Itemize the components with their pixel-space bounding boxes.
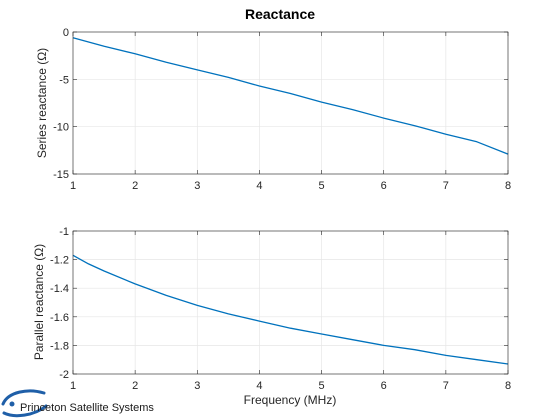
x-axis-label: Frequency (MHz) [244, 393, 337, 407]
x-tick-label: 4 [256, 180, 262, 192]
x-tick-label: 6 [381, 380, 387, 392]
x-tick-label: 6 [381, 180, 387, 192]
y-tick-label: -1.4 [50, 283, 69, 295]
x-tick-label: 2 [132, 380, 138, 392]
axes-background [73, 231, 508, 374]
x-tick-label: 1 [70, 380, 76, 392]
y-tick-label: -10 [53, 122, 69, 134]
series-reactance-axes: 1 2 3 4 5 6 7 8 0 -5 -10 -15 Reactance Series react… [35, 6, 511, 192]
chart-title: Reactance [245, 6, 315, 22]
y-tick-label: -1.8 [50, 340, 69, 352]
y-tick-label: -15 [53, 169, 69, 181]
x-tick-label: 5 [319, 380, 325, 392]
y-axis-label: Parallel reactance (Ω) [32, 244, 46, 360]
x-tick-label: 1 [70, 180, 76, 192]
x-tick-label: 3 [194, 380, 200, 392]
company-name: Princeton Satellite Systems [20, 402, 154, 414]
y-tick-label: -2 [59, 369, 69, 381]
x-tick-label: 5 [319, 180, 325, 192]
x-tick-label: 7 [443, 380, 449, 392]
x-tick-label: 4 [256, 380, 262, 392]
x-tick-label: 2 [132, 180, 138, 192]
x-tick-label: 7 [443, 180, 449, 192]
y-tick-label: 0 [63, 27, 69, 39]
y-axis-label: Series reactance (Ω) [35, 48, 49, 158]
axes-background [73, 32, 508, 174]
y-tick-label: -1 [59, 226, 69, 238]
y-tick-label: -1.6 [50, 312, 69, 324]
y-tick-label: -1.2 [50, 255, 69, 267]
x-tick-label: 8 [505, 380, 511, 392]
x-tick-label: 8 [505, 180, 511, 192]
y-tick-label: -5 [59, 74, 69, 86]
x-tick-label: 3 [194, 180, 200, 192]
